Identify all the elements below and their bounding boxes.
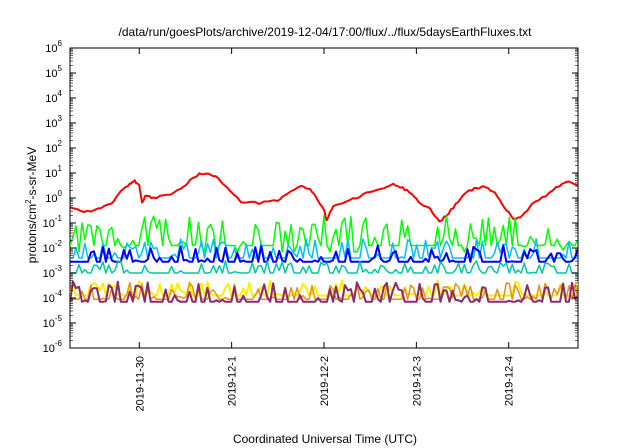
series-line-2	[70, 238, 578, 259]
y-tick-label: 10-1	[43, 214, 63, 230]
y-tick-label: 10-2	[43, 239, 63, 255]
x-tick-label: 2019-12-4	[504, 356, 516, 406]
y-tick-label: 10-3	[43, 264, 63, 280]
x-tick-label: 2019-12-1	[227, 356, 239, 406]
y-axis-label-sup: 2	[24, 199, 33, 204]
y-axis-ticks: 10-6 10-5 10-4 10-3 10-2 10-1 100 101 102 103 104 1…	[43, 39, 578, 355]
y-tick-label: 10-4	[43, 289, 63, 305]
series-line-0	[70, 172, 578, 223]
series-line-6	[70, 282, 578, 301]
y-tick-label: 10-6	[43, 339, 63, 355]
plot-area	[69, 47, 579, 349]
x-axis-label: Coordinated Universal Time (UTC)	[233, 432, 417, 446]
y-tick-label: 10-5	[43, 314, 63, 330]
y-axis-label-suffix: -s-sr-MeV	[25, 147, 39, 200]
y-tick-label: 102	[45, 139, 62, 155]
plot-frame	[69, 47, 579, 349]
chart-title: /data/run/goesPlots/archive/2019-12-04/1…	[119, 25, 533, 39]
series-line-5	[70, 279, 578, 297]
y-axis-label: protons/cm2-s-sr-MeV	[24, 147, 39, 263]
series-line-7	[70, 280, 578, 303]
y-tick-label: 106	[45, 39, 62, 55]
x-tick-label: 2019-12-2	[319, 356, 331, 406]
y-tick-label: 104	[45, 89, 62, 105]
series-line-4	[70, 260, 578, 274]
x-tick-label: 2019-12-3	[411, 356, 423, 406]
x-tick-label: 2019-11-30	[134, 356, 146, 411]
y-tick-label: 105	[45, 64, 62, 80]
series-layer	[70, 172, 578, 303]
y-tick-label: 100	[45, 189, 62, 205]
y-axis-label-prefix: protons/cm	[25, 204, 39, 263]
y-tick-label: 103	[45, 114, 62, 130]
series-line-3	[70, 244, 578, 263]
x-axis-ticks: 2019-11-30 2019-12-1 2019-12-2 2019-12-3 201…	[134, 48, 516, 411]
y-tick-label: 101	[45, 164, 62, 180]
series-line-1	[70, 214, 578, 253]
